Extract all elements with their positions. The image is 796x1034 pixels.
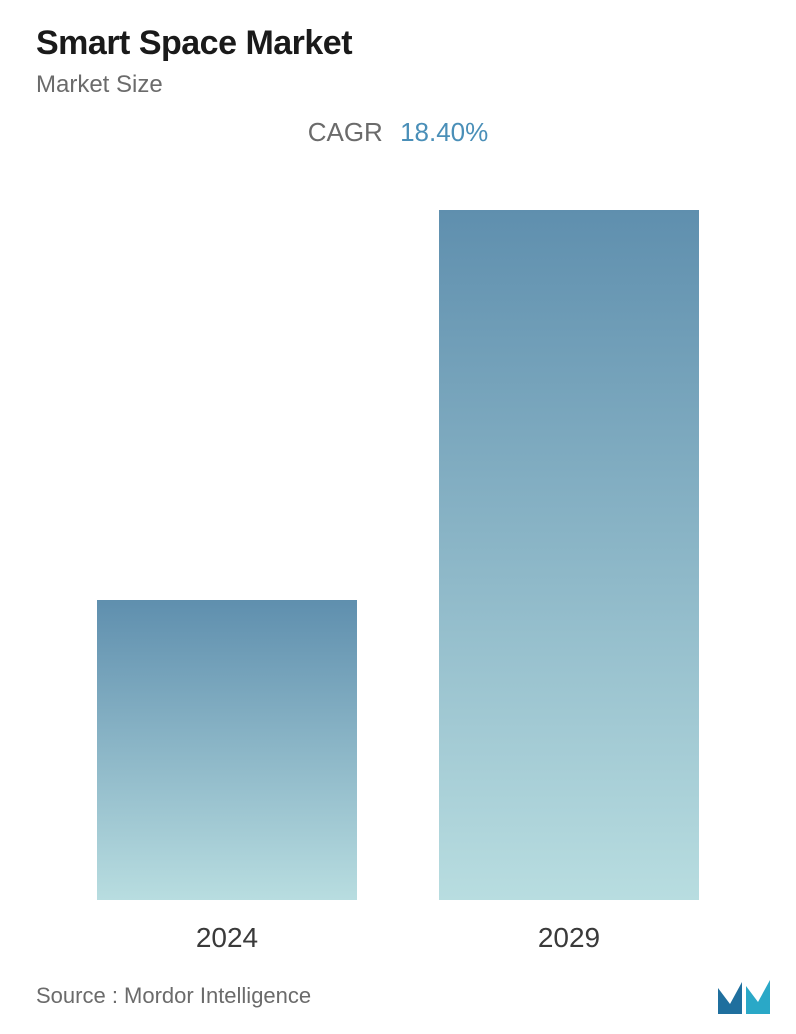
chart-area: 2024 2029: [36, 168, 760, 1014]
x-label-2024: 2024: [196, 922, 258, 954]
bar-2024: [97, 600, 357, 900]
bar-2029: [439, 210, 699, 900]
chart-title: Smart Space Market: [36, 24, 760, 63]
bar-group-2029: 2029: [415, 210, 723, 954]
bar-group-2024: 2024: [73, 600, 381, 954]
x-label-2029: 2029: [538, 922, 600, 954]
chart-subtitle: Market Size: [36, 71, 760, 99]
footer: Source : Mordor Intelligence: [36, 976, 772, 1016]
cagr-label: CAGR: [308, 117, 383, 147]
source-text: Source : Mordor Intelligence: [36, 983, 311, 1009]
chart-container: Smart Space Market Market Size CAGR 18.4…: [0, 0, 796, 1034]
cagr-row: CAGR 18.40%: [36, 117, 760, 148]
cagr-value: 18.40%: [400, 117, 488, 147]
mordor-logo-icon: [716, 976, 772, 1016]
bars-row: 2024 2029: [36, 264, 760, 954]
